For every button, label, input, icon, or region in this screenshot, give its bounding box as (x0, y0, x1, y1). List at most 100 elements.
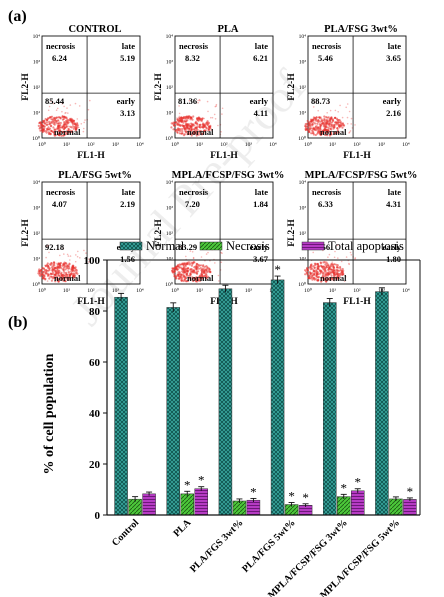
cell-dot (339, 274, 342, 277)
flow-plot-title: PLA (218, 24, 239, 35)
cell-dot (70, 270, 73, 273)
cell-dot (61, 126, 64, 129)
cell-dot (336, 244, 339, 247)
cell-dot (67, 271, 70, 274)
cell-dot (308, 127, 311, 130)
flow-plot-title: MPLA/FCSP/FSG 3wt% (172, 170, 285, 181)
cell-dot (84, 119, 86, 121)
cell-dot (202, 123, 204, 126)
y-tick-label: 10² (33, 231, 41, 237)
cell-dot (309, 265, 312, 268)
cell-dot (182, 275, 185, 278)
cell-dot (313, 266, 316, 269)
cell-dot (195, 117, 199, 120)
cell-dot (51, 121, 54, 124)
quadrant-late-label: late (122, 187, 135, 197)
cell-dot (193, 127, 196, 131)
cell-dot (313, 272, 316, 275)
cell-dot (317, 128, 320, 131)
cell-dot (330, 118, 333, 121)
cell-dot (179, 119, 182, 122)
x-tick-label: 10³ (245, 142, 253, 148)
cell-dot (339, 123, 342, 126)
cell-dot (195, 276, 198, 279)
cell-dot (330, 125, 333, 128)
cell-dots (37, 99, 91, 137)
cell-dot (195, 134, 198, 137)
cell-dot (188, 276, 191, 279)
cell-dot (68, 263, 71, 266)
cell-dot (46, 264, 50, 268)
cell-dot (190, 116, 193, 119)
cell-dot (319, 128, 322, 131)
cell-dot (176, 127, 180, 130)
y-tick-label: 10² (166, 85, 174, 91)
cell-dot (199, 126, 202, 129)
cell-dot (45, 131, 48, 134)
cell-dot (325, 126, 328, 129)
cell-dot (176, 117, 178, 119)
cell-dot (354, 258, 356, 260)
cell-dot (189, 278, 191, 280)
cell-dot (333, 263, 336, 266)
significance-star: * (274, 262, 281, 277)
cell-dot (56, 263, 59, 266)
cell-dot (45, 268, 48, 272)
cell-dot (178, 266, 181, 269)
cell-dot (329, 268, 332, 271)
significance-star: * (198, 473, 205, 488)
panel-a-label: (a) (8, 8, 27, 25)
cell-dot (50, 262, 53, 265)
legend-label: Necrosis (226, 239, 270, 253)
cell-dot (54, 119, 57, 122)
bar (246, 499, 261, 516)
cell-dot (334, 116, 337, 119)
cell-dot (49, 263, 53, 266)
cell-dot (42, 267, 46, 270)
cell-dot (172, 268, 175, 271)
cell-dot (195, 270, 198, 272)
cell-dot (196, 123, 199, 126)
cell-dot (196, 125, 199, 128)
cell-dot (58, 121, 61, 123)
quadrant-early-label: early (117, 96, 136, 106)
y-axis-label: FL2-H (287, 73, 297, 101)
legend-label: Normal (146, 239, 185, 253)
y-tick-label: 10⁰ (298, 135, 307, 142)
cell-dot (67, 112, 69, 114)
cell-dot (59, 276, 62, 279)
cell-dot (200, 133, 203, 136)
plot-frame (174, 35, 274, 139)
x-axis-label: FL1-H (77, 297, 105, 307)
cell-dot (71, 124, 74, 127)
cell-dot (174, 267, 177, 270)
cell-dot (172, 128, 175, 131)
cell-dot (345, 106, 348, 109)
category-label: PLA (171, 517, 193, 539)
cell-dot (50, 279, 54, 282)
cell-dot (53, 261, 56, 264)
cell-dot (62, 268, 65, 271)
cell-dot (309, 272, 312, 275)
cell-dot (312, 268, 315, 272)
cell-dot (72, 125, 75, 128)
cell-dot (312, 106, 315, 108)
y-tick-label: 10² (166, 231, 174, 237)
cell-dot (46, 262, 49, 265)
early-value: 1.56 (120, 254, 135, 264)
cell-dot (64, 268, 67, 271)
cell-dot (202, 124, 205, 127)
cell-dot (173, 121, 176, 124)
cell-dot (206, 100, 209, 103)
cell-dot (326, 278, 330, 281)
cell-dot (197, 119, 200, 122)
cell-dot (324, 263, 327, 266)
x-tick-label: 10¹ (196, 288, 204, 294)
cell-dot (322, 268, 325, 270)
cell-dot (337, 257, 339, 259)
cell-dot (325, 280, 328, 283)
cell-dot (178, 115, 181, 118)
panel-b-label: (b) (8, 314, 28, 331)
cell-dot (53, 128, 56, 131)
